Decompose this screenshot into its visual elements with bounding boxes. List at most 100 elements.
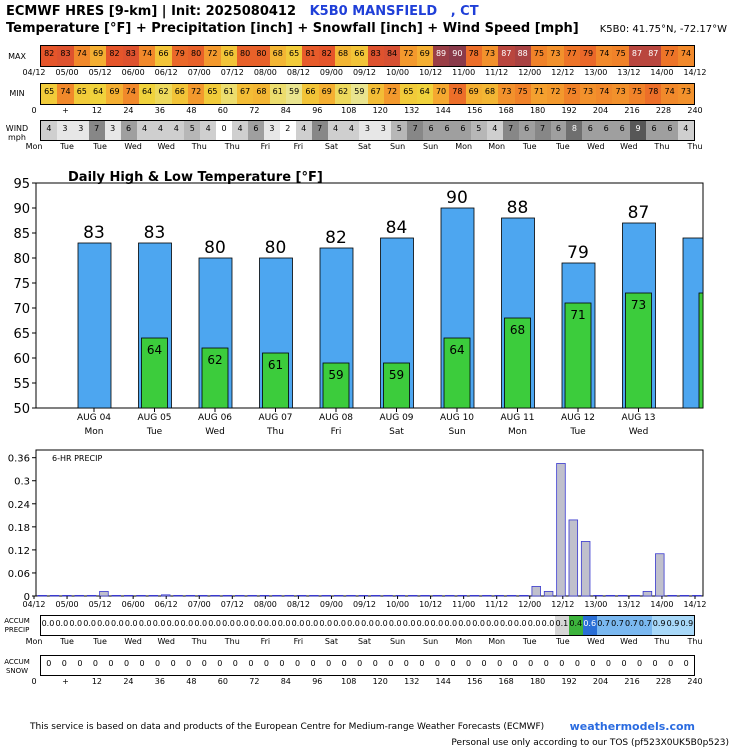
day-tick: Thu (191, 142, 207, 151)
hour-tick: 144 (435, 106, 451, 115)
day-tick: Fri (293, 637, 304, 646)
precip-ytick-label: 0.3 (14, 477, 30, 488)
day-tick: Wed (587, 142, 605, 151)
hour-tick: 48 (186, 106, 197, 115)
max-temp-cell: 79 (579, 46, 597, 66)
wind-speed-cell: 7 (311, 121, 328, 140)
temp-day-label: Sat (389, 427, 404, 437)
footer-site-link[interactable]: weathermodels.com (569, 720, 695, 733)
time-tick: 12/12 (551, 68, 575, 77)
precip-bar (222, 594, 233, 597)
wind-speed-cell: 3 (263, 121, 280, 140)
precip-xtick-label: 11/00 (452, 600, 475, 609)
accum-snow-cell: 0 (87, 656, 104, 675)
hour-tick: 84 (280, 677, 291, 686)
wind-speed-cell: 6 (661, 121, 678, 140)
precip-xtick-label: 14/00 (650, 600, 673, 609)
temp-ytick-label: 95 (13, 177, 30, 192)
footer-attribution: This service is based on data and produc… (30, 722, 545, 732)
hour-tick: 156 (467, 106, 483, 115)
max-temp-cell: 77 (563, 46, 580, 66)
accum-precip-cell: 0.9 (652, 616, 667, 635)
hour-tick: 12 (91, 106, 103, 115)
min-temp-cell: 65 (73, 84, 90, 104)
time-tick: 06/00 (121, 68, 145, 77)
precip-bar (667, 594, 677, 597)
time-tick: 11/00 (452, 68, 476, 77)
station-name[interactable]: K5B0 MANSFIELD (309, 4, 438, 19)
day-tick: Thu (687, 142, 703, 151)
time-tick: 13/00 (584, 68, 608, 77)
accum-precip-cell: 0.0 (193, 616, 208, 635)
precip-bar (432, 594, 443, 597)
time-tick: 08/12 (286, 68, 310, 77)
temp-day-label: Tue (146, 427, 163, 437)
hour-tick: 144 (435, 677, 451, 686)
precip-bar (395, 594, 406, 597)
precip-xtick-label: 12/12 (551, 600, 574, 609)
precip-bar (37, 594, 47, 597)
min-temp-cell: 69 (318, 84, 335, 104)
high-temp-label: 90 (446, 188, 468, 208)
max-temp-cell: 69 (416, 46, 433, 66)
day-tick: Wed (587, 637, 605, 646)
max-temp-cell: 90 (449, 46, 466, 66)
precip-xtick-label: 04/12 (22, 600, 45, 609)
accum-snow-cell: 0 (414, 656, 430, 675)
wind-speed-cell: 3 (359, 121, 376, 140)
time-tick: 12/00 (518, 68, 542, 77)
wind-speed-cell: 6 (614, 121, 631, 140)
accum-precip-cell: 0.0 (221, 616, 236, 635)
hour-tick: 0 (31, 106, 37, 115)
temp-date-label: AUG 08 (319, 413, 353, 423)
precip-bar (198, 594, 208, 597)
precip-xtick-label: 12/00 (518, 600, 541, 609)
accum-precip-cell: 0.0 (207, 616, 222, 635)
wind-speed-cell: 3 (375, 121, 392, 140)
precip-xtick-label: 07/00 (188, 600, 211, 609)
accum-precip-cell: 0.0 (499, 616, 514, 635)
temp-plot-frame (35, 182, 704, 409)
precip-bar (593, 594, 603, 597)
low-temp-bar (698, 292, 704, 409)
temp-day-label: Wed (205, 427, 225, 437)
accum-snow-cell: 0 (56, 656, 73, 675)
day-tick: Fri (260, 142, 271, 151)
accum-snow-cell: 0 (554, 656, 570, 675)
accum-precip-cell: 0.0 (513, 616, 528, 635)
wind-speed-cell: 6 (120, 121, 137, 140)
wind-speed-cell: 3 (72, 121, 89, 140)
wind-speed-cell: 9 (630, 121, 647, 140)
day-tick: Fri (260, 637, 271, 646)
day-tick: Mon (488, 142, 506, 151)
temp-ytick-label: 60 (13, 352, 30, 367)
accum-precip-cell: 0.0 (527, 616, 542, 635)
low-temp-bar (201, 347, 229, 409)
low-temp-bar (383, 362, 410, 409)
accum-precip-cell: 0.9 (679, 616, 694, 635)
min-temp-cell: 73 (498, 84, 515, 104)
min-temp-cell: 65 (41, 84, 58, 104)
hour-tick: 192 (561, 677, 577, 686)
low-temp-label: 62 (207, 353, 222, 367)
day-tick: Tue (60, 142, 74, 151)
day-tick: Thu (224, 142, 240, 151)
day-tick: Wed (124, 637, 142, 646)
max-temp-cell: 82 (106, 46, 123, 66)
time-tick: 04/12 (22, 68, 46, 77)
accum-snow-cell: 0 (491, 656, 508, 675)
precip-bar (284, 594, 294, 597)
day-tick: Sun (389, 637, 406, 646)
accum-precip-cell: 0.0 (41, 616, 55, 635)
precip-ytick-label: 0.24 (8, 500, 30, 511)
temp-date-label: AUG 05 (137, 413, 171, 423)
precip-bar (543, 590, 554, 597)
wind-speed-cell: 4 (152, 121, 169, 140)
precip-ytick-label: 0.18 (8, 523, 30, 534)
accum-snow-label-2: SNOW (5, 667, 29, 675)
accum-snow-cell: 0 (538, 656, 555, 675)
precip-bar (370, 594, 381, 597)
wind-speed-cell: 8 (566, 121, 583, 140)
precip-bar (49, 594, 60, 597)
accum-snow-cell: 0 (196, 656, 213, 675)
